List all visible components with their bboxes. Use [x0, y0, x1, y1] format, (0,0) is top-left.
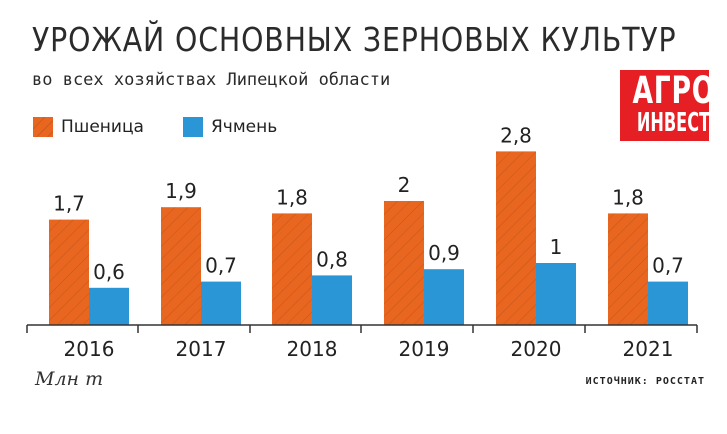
bar-barley-2017	[201, 281, 241, 325]
bar-hatch-2019	[384, 201, 424, 325]
data-label-wheat-2017: 1,9	[165, 179, 197, 203]
bar-barley-2018	[312, 275, 352, 325]
legend-label-barley: Ячмень	[211, 117, 278, 137]
x-tick-label-2019: 2019	[399, 337, 450, 361]
x-tick-label-2020: 2020	[511, 337, 562, 361]
data-label-wheat-2019: 2	[398, 173, 411, 197]
data-label-barley-2021: 0,7	[652, 254, 684, 278]
data-label-wheat-2021: 1,8	[612, 185, 644, 209]
bar-barley-2019	[424, 269, 464, 325]
x-tick-label-2018: 2018	[287, 337, 338, 361]
bar-hatch-2018	[272, 213, 312, 325]
data-label-barley-2020: 1	[550, 235, 563, 259]
legend-item-wheat: Пшеница	[33, 116, 144, 138]
data-label-wheat-2016: 1,7	[53, 192, 85, 216]
legend-item-barley: Ячмень	[183, 116, 277, 138]
source-credit: ИСТОЧНИК: РОССТАТ	[585, 376, 705, 387]
data-label-barley-2018: 0,8	[316, 247, 348, 271]
legend-swatch-barley	[183, 117, 203, 137]
data-label-barley-2016: 0,6	[93, 260, 125, 284]
data-label-barley-2017: 0,7	[205, 254, 237, 278]
x-tick-label-2021: 2021	[623, 337, 674, 361]
bar-hatch-2016	[49, 219, 89, 325]
bar-barley-2021	[648, 281, 688, 325]
bar-hatch-2020	[496, 151, 536, 325]
bar-barley-2020	[536, 263, 576, 325]
legend-label-wheat: Пшеница	[61, 117, 144, 137]
x-tick-label-2016: 2016	[64, 337, 115, 361]
data-label-wheat-2018: 1,8	[276, 185, 308, 209]
bar-hatch-2021	[608, 213, 648, 325]
data-label-barley-2019: 0,9	[428, 241, 460, 265]
x-tick-label-2017: 2017	[176, 337, 227, 361]
data-label-wheat-2020: 2,8	[500, 123, 532, 147]
chart-title: УРОЖАЙ ОСНОВНЫХ ЗЕРНОВЫХ КУЛЬТУР	[32, 20, 677, 59]
unit-label: Млн т	[35, 368, 104, 390]
bar-barley-2016	[89, 287, 129, 325]
bar-hatch-2017	[161, 207, 201, 325]
chart-subtitle: во всех хозяйствах Липецкой области	[32, 70, 391, 90]
legend-swatch-wheat	[33, 117, 53, 137]
